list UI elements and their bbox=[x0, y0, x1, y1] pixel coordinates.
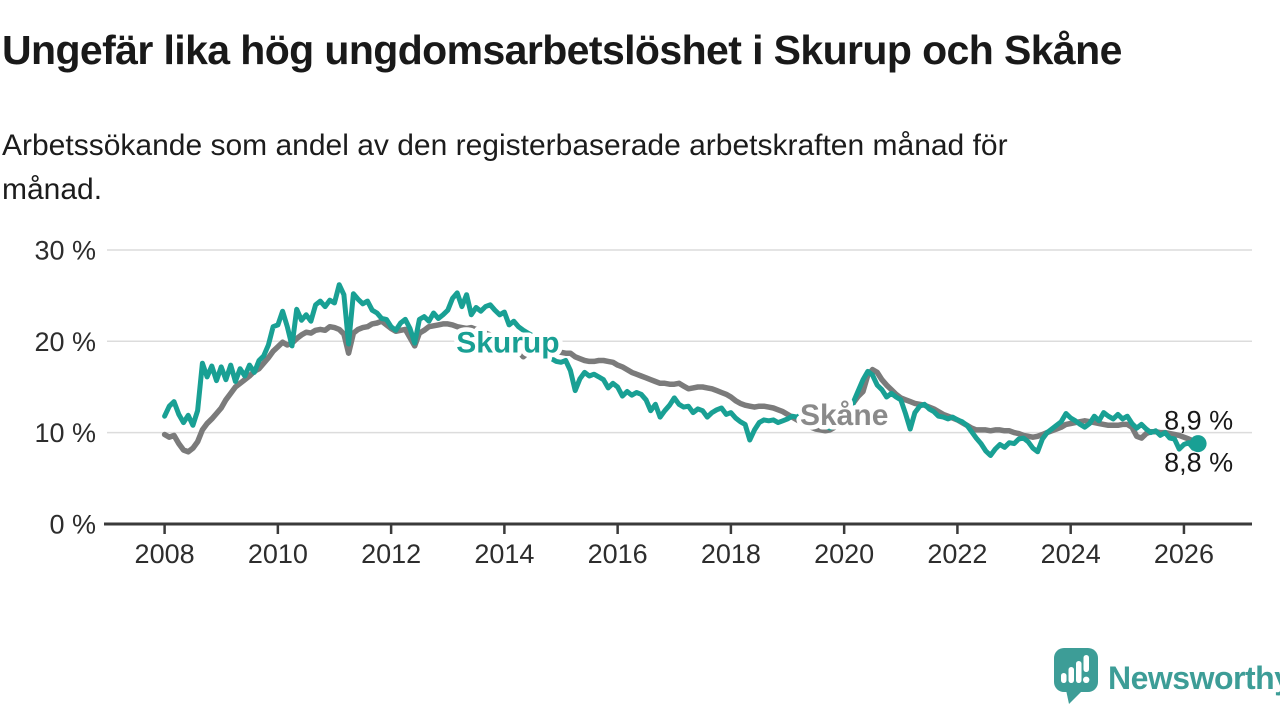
x-axis-label-2016: 2016 bbox=[588, 539, 648, 569]
newsworthy-logo: Newsworthy bbox=[1053, 647, 1280, 710]
chart-title: Ungefär lika hög ungdomsarbetslöshet i S… bbox=[2, 27, 1122, 73]
y-axis-label-10: 10 % bbox=[34, 418, 96, 448]
x-axis-label-2022: 2022 bbox=[927, 539, 987, 569]
x-axis-label-2020: 2020 bbox=[814, 539, 874, 569]
newsworthy-brand-text: Newsworthy bbox=[1108, 660, 1280, 696]
end-value-label-skne: 8,9 % bbox=[1164, 406, 1233, 436]
y-axis-label-0: 0 % bbox=[49, 510, 96, 540]
axes-group: 2008 2010 2012 2014 2016 2018 2020 2022 2024 2026 bbox=[104, 522, 1252, 569]
chart-subtitle: Arbetssökande som andel av den registerb… bbox=[2, 124, 1222, 212]
x-axis-label-2026: 2026 bbox=[1154, 539, 1214, 569]
y-axis-label-20: 20 % bbox=[34, 327, 96, 357]
series-end-dot bbox=[1189, 435, 1207, 453]
x-axis-label-2008: 2008 bbox=[135, 539, 195, 569]
newsworthy-speech-bubble-chart-icon bbox=[1053, 647, 1099, 710]
chart-subtitle-line-1: Arbetssökande som andel av den registerb… bbox=[2, 129, 1008, 162]
end-value-label-skurup: 8,8 % bbox=[1164, 448, 1233, 478]
y-axis-label-30: 30 % bbox=[34, 235, 96, 265]
x-axis-label-2014: 2014 bbox=[474, 539, 534, 569]
x-axis-label-2018: 2018 bbox=[701, 539, 761, 569]
series-line-skurup bbox=[162, 282, 1201, 458]
series-label-skurup: Skurup bbox=[456, 326, 559, 359]
labels-group: Skåne 8,9 % Skurup 8,8 % bbox=[452, 322, 1233, 478]
x-axis-label-2024: 2024 bbox=[1041, 539, 1101, 569]
x-axis-label-2010: 2010 bbox=[248, 539, 308, 569]
series-group bbox=[161, 282, 1201, 458]
x-axis-label-2012: 2012 bbox=[361, 539, 421, 569]
series-line-skne bbox=[161, 318, 1201, 455]
gridlines-group: 0 % 10 % 20 % 30 % bbox=[34, 235, 1252, 540]
chart-subtitle-line-2: månad. bbox=[2, 173, 103, 206]
series-label-skne: Skåne bbox=[800, 399, 888, 432]
